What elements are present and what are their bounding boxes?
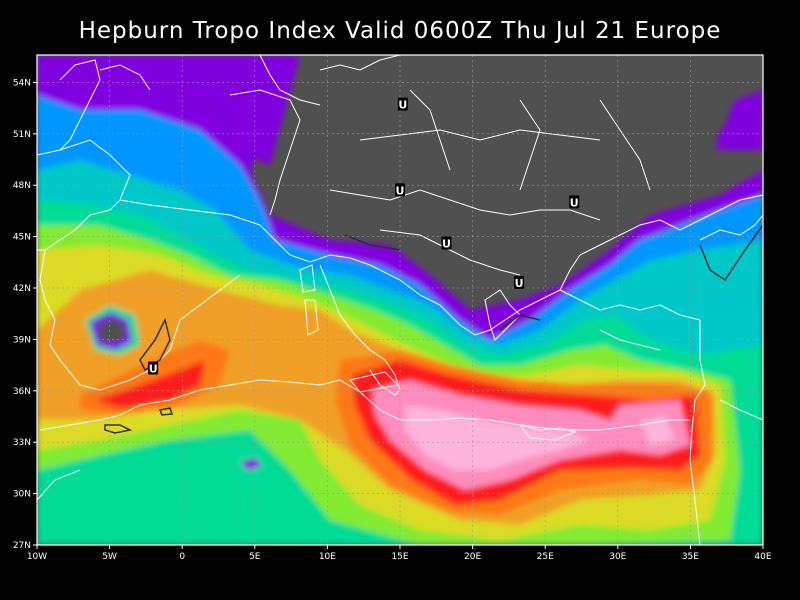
lat-tick-label: 51N: [13, 130, 31, 140]
level-purple-top-right: [715, 90, 763, 150]
contour-lines: [104, 224, 763, 434]
lon-tick-label: 40E: [754, 552, 771, 562]
u-marker-label: U: [570, 196, 579, 209]
iberia-pocket-core: [98, 318, 125, 343]
u-marker: U: [148, 361, 159, 376]
lon-tick-label: 5W: [102, 552, 117, 562]
latitude-axis: 54N 51N 48N 45N 42N 39N 36N 33N 30N 27N: [13, 78, 37, 551]
lat-tick-label: 30N: [13, 490, 31, 500]
lon-tick-label: 30E: [609, 552, 626, 562]
lat-tick-label: 39N: [13, 335, 31, 345]
u-marker-label: U: [149, 363, 158, 376]
lat-tick-label: 45N: [13, 233, 31, 243]
u-marker: U: [395, 183, 405, 197]
lon-tick-label: 15E: [391, 552, 408, 562]
u-marker-label: U: [398, 99, 407, 112]
lon-tick-label: 20E: [464, 552, 481, 562]
upper-markers: U U U U U U: [148, 97, 580, 376]
lat-tick-label: 36N: [13, 387, 31, 397]
lon-tick-label: 35E: [682, 552, 699, 562]
lon-tick-label: 0: [179, 552, 185, 562]
coastlines: [37, 55, 763, 545]
u-marker-label: U: [396, 184, 405, 197]
lat-tick-label: 33N: [13, 438, 31, 448]
u-marker: U: [514, 275, 525, 290]
u-marker-label: U: [515, 277, 524, 290]
lon-tick-label: 5E: [249, 552, 261, 562]
north-africa-spot: [240, 458, 262, 470]
u-marker-label: U: [442, 237, 451, 250]
lat-tick-label: 48N: [13, 181, 31, 191]
chart-title: Hepburn Tropo Index Valid 0600Z Thu Jul …: [78, 18, 722, 44]
lon-tick-label: 10W: [27, 552, 47, 562]
lon-tick-label: 10E: [319, 552, 336, 562]
u-marker: U: [441, 236, 452, 250]
grid-lines: [37, 55, 763, 545]
lat-tick-label: 42N: [13, 284, 31, 294]
lat-tick-label: 27N: [13, 541, 31, 551]
longitude-axis: 10W 5W 0 5E 10E 15E 20E 25E 30E 35E 40E: [27, 545, 772, 562]
lon-tick-label: 25E: [537, 552, 554, 562]
lat-tick-label: 54N: [13, 78, 31, 88]
u-marker: U: [569, 195, 580, 209]
u-marker: U: [397, 97, 408, 112]
